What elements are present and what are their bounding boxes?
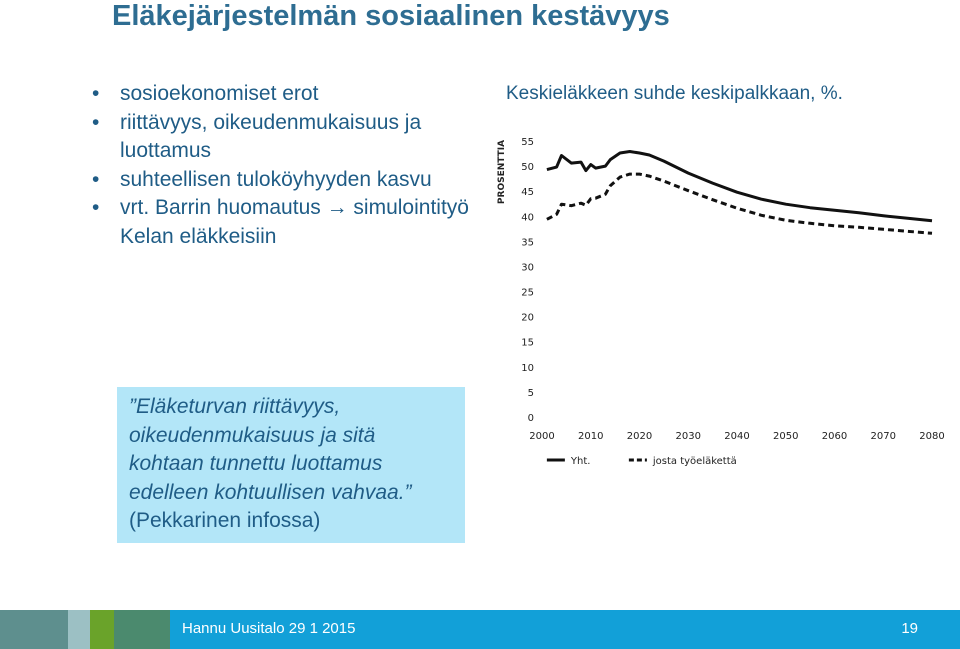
y-tick-label: 15 (521, 338, 534, 349)
y-tick-label: 35 (521, 237, 534, 248)
bullet-dot-icon: • (92, 167, 100, 191)
y-tick-label: 5 (528, 388, 534, 399)
bullet-text: vrt. Barrin huomautus → simulointityö Ke… (120, 196, 469, 248)
y-tick-label: 20 (521, 313, 534, 324)
quote-box: ”Eläketurvan riittävyys, oikeudenmukaisu… (117, 387, 465, 543)
x-tick-label: 2060 (822, 431, 847, 442)
y-tick-label: 30 (521, 262, 534, 273)
x-tick-label: 2010 (578, 431, 603, 442)
x-tick-label: 2050 (773, 431, 798, 442)
bullet-list: • sosioekonomiset erot • riittävyys, oikeu… (90, 80, 470, 251)
bullet-item: • sosioekonomiset erot (90, 80, 470, 109)
legend-label: josta työeläkettä (652, 456, 737, 467)
page-number: 19 (901, 620, 918, 637)
bullet-item: • vrt. Barrin huomautus → simulointityö K… (90, 194, 470, 251)
y-tick-label: 45 (521, 187, 534, 198)
y-tick-label: 10 (521, 363, 534, 374)
x-tick-label: 2040 (724, 431, 749, 442)
bullet-text: sosioekonomiset erot (120, 82, 319, 105)
y-tick-label: 25 (521, 288, 534, 299)
legend-label: Yht. (570, 456, 591, 467)
bullet-text: riittävyys, oikeudenmukaisuus ja luottam… (120, 110, 422, 163)
y-tick-label: 0 (528, 413, 534, 424)
bullet-dot-icon: • (92, 110, 100, 134)
series-line-tyoelake (546, 172, 933, 235)
slide-title: Eläkejärjestelmän sosiaalinen kestävyys (112, 0, 670, 32)
y-tick-label: 50 (521, 162, 534, 173)
footer-decor-block (114, 610, 170, 649)
x-tick-label: 2070 (871, 431, 896, 442)
quote-source: (Pekkarinen infossa) (129, 509, 321, 532)
bullet-item: • riittävyys, oikeudenmukaisuus ja luotta… (90, 109, 470, 166)
x-tick-label: 2030 (676, 431, 701, 442)
y-tick-label: 40 (521, 212, 534, 223)
bullet-dot-icon: • (92, 82, 100, 105)
footer-decor-block (0, 610, 68, 649)
x-tick-label: 2080 (919, 431, 944, 442)
footer-decor-block (68, 610, 90, 649)
footer-decor-block (90, 610, 114, 649)
y-tick-label: 55 (521, 137, 534, 148)
bullet-text: suhteellisen tuloköyhyyden kasvu (120, 167, 432, 191)
chart-title: Keskieläkkeen suhde keskipalkkaan, %. (506, 83, 843, 104)
quote-text: ”Eläketurvan riittävyys, oikeudenmukaisu… (129, 395, 412, 504)
line-chart: 0 5 10 15 20 25 30 35 40 45 50 55 2000 2010 2020 2030 20… (497, 137, 945, 467)
footer-text: Hannu Uusitalo 29 1 2015 (182, 620, 356, 637)
y-axis-label: PROSENTTIA (497, 140, 507, 204)
x-tick-label: 2000 (529, 431, 554, 442)
series-line-yht (546, 150, 933, 223)
bullet-item: • suhteellisen tuloköyhyyden kasvu (90, 166, 470, 195)
x-tick-label: 2020 (627, 431, 652, 442)
bullet-dot-icon: • (92, 196, 100, 219)
footer-bar: Hannu Uusitalo 29 1 2015 19 (0, 610, 960, 649)
